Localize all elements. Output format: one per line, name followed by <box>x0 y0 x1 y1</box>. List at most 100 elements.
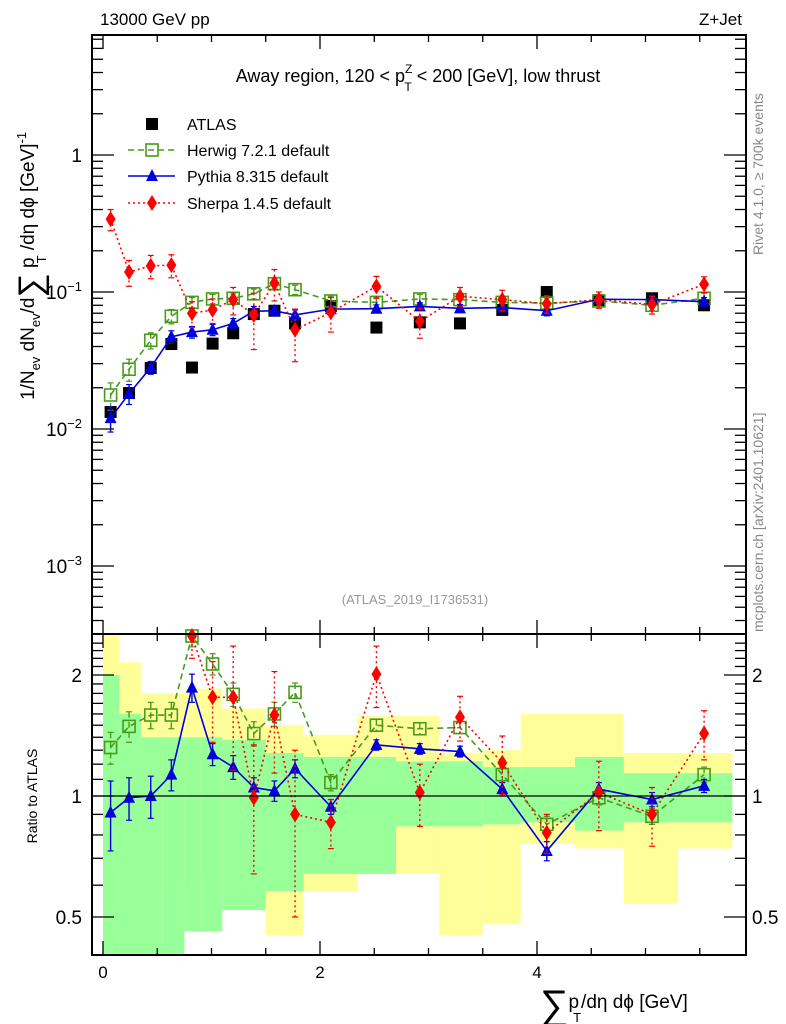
sherpa-point <box>290 321 301 338</box>
pythia-point <box>123 790 136 803</box>
ratio-y-tick-label-right: 0.5 <box>752 908 778 929</box>
herwig-point <box>143 333 158 348</box>
legend-pythia-marker <box>146 169 158 181</box>
pythia-point <box>185 680 198 693</box>
herwig-point <box>103 740 118 755</box>
sherpa-point <box>166 257 177 274</box>
sherpa-point <box>145 257 156 274</box>
herwig-point <box>164 708 179 722</box>
sherpa-point <box>371 666 382 683</box>
sherpa-point <box>454 709 465 726</box>
pythia-point <box>453 744 466 757</box>
sherpa-point <box>699 276 710 293</box>
ratio-y-tick-label-right: 2 <box>752 666 763 687</box>
band-bin <box>140 737 163 955</box>
herwig-point <box>122 719 136 734</box>
sherpa-point <box>371 278 382 295</box>
pythia-point <box>144 360 157 373</box>
band-bin <box>119 713 141 955</box>
sherpa-point <box>228 291 239 308</box>
x-tick-label: 0 <box>98 963 107 982</box>
sherpa-point <box>699 725 710 742</box>
ratio-y-tick-label: 0.5 <box>56 908 82 929</box>
x-axis-label: ∑p T/dη dϕ [GeV] <box>540 983 688 1024</box>
ratio-y-axis-label: Ratio to ATLAS <box>24 749 40 844</box>
herwig-point <box>247 726 261 741</box>
x-tick-label: 4 <box>532 963 541 982</box>
pythia-point <box>698 294 711 307</box>
sherpa-point <box>186 305 197 322</box>
ratio-y-tick-label: 1 <box>71 787 82 808</box>
uncertainty-bands <box>103 634 733 955</box>
legend-herwig-marker <box>145 143 159 157</box>
pythia-point <box>206 747 219 760</box>
legend-sherpa-label: Sherpa 1.4.5 default <box>187 196 332 213</box>
pythia-point <box>227 316 240 329</box>
sherpa-point <box>269 707 280 724</box>
legend-herwig-label: Herwig 7.2.1 default <box>187 143 330 160</box>
sherpa-point <box>248 306 259 323</box>
sherpa-point <box>207 301 218 318</box>
herwig-point <box>205 657 220 671</box>
sherpa-point <box>454 288 465 305</box>
sherpa-point <box>647 296 658 313</box>
analysis-id: (ATLAS_2019_I1736531) <box>342 592 488 607</box>
main-y-axis-label: 1/Nev dNev/d∑ pT /dη dϕ [GeV]-1 <box>12 132 50 400</box>
band-bin <box>520 767 575 823</box>
plot-title: Away region, 120 < pZ T < 200 [GeV], low … <box>236 62 601 94</box>
pythia-point <box>289 307 302 320</box>
sherpa-point <box>228 689 239 706</box>
main-series <box>103 208 711 433</box>
sherpa-point <box>593 291 604 308</box>
title-superscript: Z <box>405 62 412 76</box>
pythia-point <box>104 411 117 424</box>
pythia-point <box>698 778 711 791</box>
pythia-point <box>206 322 219 335</box>
x-tick-label: 2 <box>315 963 324 982</box>
sherpa-point <box>290 806 301 823</box>
pythia-point <box>104 805 117 818</box>
atlas-point <box>540 286 553 298</box>
band-bin <box>357 757 396 874</box>
herwig-point <box>413 721 427 736</box>
sherpa-point <box>186 628 197 645</box>
pythia-point <box>370 301 383 314</box>
herwig-point <box>122 362 136 377</box>
herwig-point <box>288 685 302 700</box>
sherpa-point <box>497 291 508 308</box>
ratio-series <box>103 628 711 918</box>
sherpa-point <box>647 806 658 823</box>
main-y-tick-label: 10−1 <box>46 279 82 304</box>
sherpa-point <box>497 754 508 771</box>
pythia-point <box>185 325 198 338</box>
atlas-point <box>227 327 240 340</box>
herwig-point <box>288 282 302 297</box>
main-y-tick-label: 10−3 <box>46 553 82 578</box>
atlas-point <box>185 361 198 374</box>
sherpa-point <box>269 275 280 292</box>
legend: ATLAS Herwig 7.2.1 default Pythia 8.315 de… <box>128 117 332 213</box>
pythia-point <box>413 741 426 754</box>
pythia-point <box>165 329 178 342</box>
sherpa-point <box>124 263 135 280</box>
herwig-point <box>324 775 338 790</box>
legend-pythia-label: Pythia 8.315 default <box>187 169 329 186</box>
pythia-point <box>289 761 302 774</box>
main-y-tick-label: 1 <box>71 146 82 167</box>
band-bin <box>265 752 288 892</box>
sherpa-point <box>541 295 552 312</box>
sherpa-point <box>325 814 336 831</box>
legend-atlas-marker <box>146 118 158 130</box>
ratio-y-tick-label-right: 1 <box>752 787 763 808</box>
band-bin <box>222 739 245 911</box>
sherpa-point <box>325 304 336 321</box>
sherpa-point <box>207 689 218 706</box>
atlas-point <box>370 321 383 334</box>
title-part-2: < 200 [GeV], low thrust <box>412 66 601 86</box>
band-bin <box>184 737 201 932</box>
band-bin <box>162 737 185 955</box>
frames: 0 2 4 10−3 10−2 10−1 1 0.5 0.5 1 1 2 2 <box>46 34 778 982</box>
atlas-point <box>453 317 466 330</box>
rivet-label: Rivet 4.1.0, ≥ 700k events <box>750 93 766 255</box>
